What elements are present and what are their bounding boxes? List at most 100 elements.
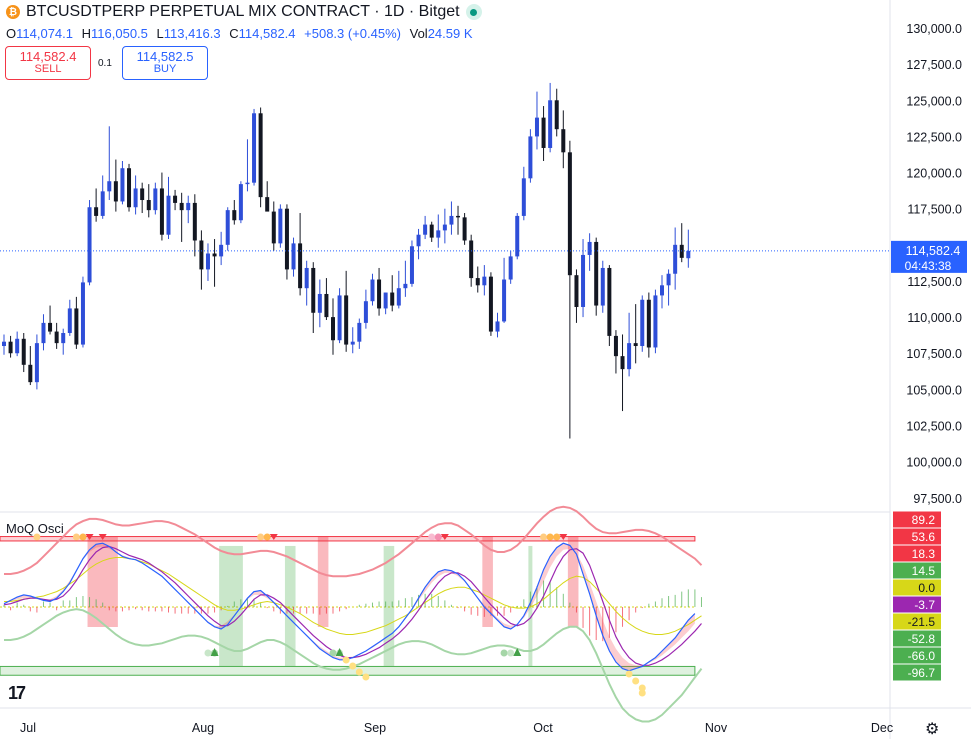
candle-body [396, 288, 401, 306]
level-label-bg [893, 528, 941, 545]
candle-body [488, 276, 493, 332]
signal-dot [329, 649, 337, 657]
price-tick-label: 120,000.0 [906, 167, 962, 181]
price-tick-label: 122,500.0 [906, 130, 962, 144]
candle-body [377, 279, 382, 309]
candle-body [284, 208, 289, 270]
candle-body [515, 215, 520, 257]
sell-price: 114,582.4 [19, 49, 77, 64]
candle-body [192, 202, 197, 241]
candle-body [232, 210, 237, 221]
candle-body [587, 241, 592, 255]
signal-dot [553, 533, 561, 541]
level-label: 89.2 [912, 513, 936, 527]
indicator-name[interactable]: MoQ Osci [6, 521, 64, 536]
time-tick-label: Sep [364, 721, 386, 735]
candle-body [534, 117, 539, 137]
symbol-title[interactable]: BTCUSDTPERP PERPETUAL MIX CONTRACT · 1D … [26, 3, 460, 20]
level-label-bg [893, 630, 941, 647]
sell-button[interactable]: 114,582.4 SELL [5, 46, 91, 80]
fast-line [3, 542, 696, 672]
price-tick-label: 127,500.0 [906, 58, 962, 72]
candle-body [199, 240, 204, 270]
candle-body [429, 224, 434, 238]
candle-body [107, 181, 112, 192]
candle-body [350, 341, 355, 345]
candle-body [521, 178, 526, 216]
candle-body [482, 276, 487, 286]
candle-body [456, 215, 461, 218]
candle-body [304, 267, 309, 289]
signal-dot [546, 533, 554, 541]
candle-body [54, 331, 59, 344]
time-tick-label: Nov [705, 721, 728, 735]
candle-body [48, 322, 53, 332]
candle-body [74, 308, 79, 345]
candle-body [620, 356, 625, 370]
level-label-bg [893, 562, 941, 579]
buy-signal-triangle [513, 648, 522, 656]
candle-body [594, 241, 599, 306]
candle-body [686, 250, 691, 259]
level-label-bg [893, 579, 941, 596]
tradingview-logo-icon[interactable]: 17 [8, 683, 26, 703]
level-label-bg [893, 511, 941, 528]
level-label: -3.7 [914, 598, 935, 612]
candle-body [41, 322, 46, 344]
candle-body [173, 195, 178, 203]
volume-key: Vol [409, 26, 428, 41]
candle-body [127, 168, 132, 208]
time-tick-label: Aug [192, 721, 214, 735]
sell-signal-triangle [98, 534, 107, 540]
bearish-zone [317, 536, 329, 627]
bearish-zone [567, 536, 579, 627]
bearish-zone [482, 536, 493, 627]
gear-icon[interactable]: ⚙ [925, 721, 940, 738]
extreme-dot [638, 689, 646, 697]
bullish-zone [219, 545, 243, 667]
candle-body [159, 188, 164, 235]
symbol-title-row[interactable]: ₿ BTCUSDTPERP PERPETUAL MIX CONTRACT · 1… [6, 3, 482, 21]
candle-body [475, 278, 480, 286]
candle-body [528, 136, 533, 179]
candle-body [436, 230, 441, 238]
candle-body [502, 279, 507, 322]
change-value: +508.3 (+0.45%) [304, 26, 401, 41]
candle-body [567, 152, 572, 276]
candle-body [100, 191, 105, 216]
candle-body [133, 188, 138, 208]
oscillator-group [0, 505, 703, 723]
candle-body [80, 282, 85, 345]
open-value: 114,074.1 [16, 26, 73, 41]
candle-body [370, 279, 375, 302]
level-label: 18.3 [912, 547, 936, 561]
level-label: 53.6 [912, 530, 936, 544]
price-tick-label: 100,000.0 [906, 456, 962, 470]
signal-dot [263, 533, 271, 541]
oscillator-level-labels: 89.2 53.6 18.3 14.5 0.0 -3.7 -21.5 -52.8 -66.0 -9… [893, 511, 941, 681]
buy-button[interactable]: 114,582.5 BUY [122, 46, 208, 80]
candle-body [331, 317, 335, 341]
close-key: C [229, 26, 239, 41]
extreme-dot [632, 677, 640, 685]
candle-body [653, 295, 658, 348]
last-price-label-bg [891, 240, 967, 273]
candle-body [409, 246, 414, 284]
candle-body [61, 333, 66, 344]
candle-body [166, 195, 171, 235]
time-tick-label: Dec [871, 721, 893, 735]
sell-signal-triangle [559, 534, 568, 540]
candle-body [357, 322, 362, 342]
price-tick-label: 125,000.0 [906, 94, 962, 108]
candle-body [258, 113, 263, 198]
candle-body [87, 207, 92, 283]
low-key: L [156, 26, 164, 41]
level-label: -21.5 [908, 615, 936, 629]
candle-body [225, 210, 230, 245]
volume-value: 24.59 K [427, 26, 473, 41]
signal-dot [428, 533, 436, 541]
candle-body [561, 129, 566, 153]
candle-body [462, 217, 467, 241]
upper-envelope-line [4, 505, 703, 578]
